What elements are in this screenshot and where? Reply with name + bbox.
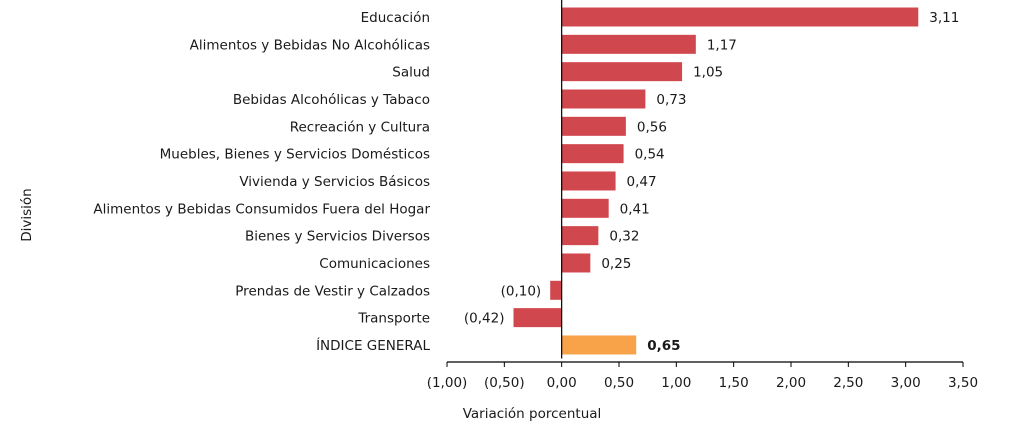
bar	[561, 198, 609, 218]
data-label: 0,65	[647, 338, 680, 354]
category-label: Recreación y Cultura	[290, 119, 430, 135]
data-label: (0,10)	[501, 283, 542, 299]
data-label: 0,56	[637, 119, 667, 135]
data-label: (0,42)	[464, 311, 505, 327]
category-label: Transporte	[357, 311, 430, 327]
value-labels: 3,11 1,17 1,05 0,73 0,56 0,54 0,47 0,41 0,32 0,25…	[464, 10, 959, 354]
y-axis-title: División	[19, 188, 35, 242]
category-label: Prendas de Vestir y Calzados	[235, 283, 430, 299]
data-label: 0,73	[656, 92, 686, 108]
x-tick-label: (0,50)	[484, 375, 525, 391]
x-tick-label: 2,00	[776, 375, 806, 391]
data-label: 0,25	[601, 256, 631, 272]
x-tick-label: 0,50	[604, 375, 634, 391]
category-label: Bebidas Alcohólicas y Tabaco	[233, 92, 430, 108]
data-label: 0,47	[627, 174, 657, 190]
category-label: Comunicaciones	[319, 256, 430, 272]
bar	[561, 62, 683, 82]
bar	[561, 89, 646, 109]
data-label: 0,54	[635, 147, 665, 163]
x-tick-label: 2,50	[833, 375, 863, 391]
bar	[561, 226, 599, 246]
x-tick-label: 3,50	[948, 375, 978, 391]
data-label: 0,41	[620, 201, 650, 217]
bar	[561, 253, 591, 273]
category-label: Educación	[361, 10, 430, 26]
category-label: Salud	[392, 65, 430, 81]
bar	[561, 34, 696, 54]
bar	[513, 308, 562, 328]
bar	[561, 7, 919, 27]
category-label: Vivienda y Servicios Básicos	[239, 174, 430, 190]
category-label: Muebles, Bienes y Servicios Domésticos	[160, 147, 430, 163]
bar	[561, 335, 637, 355]
data-label: 3,11	[929, 10, 959, 26]
x-tick-label: 1,00	[661, 375, 691, 391]
x-tick-label: 3,00	[891, 375, 921, 391]
bars-group	[513, 7, 919, 355]
category-label: Bienes y Servicios Diversos	[245, 229, 430, 245]
data-label: 1,05	[693, 65, 723, 81]
x-axis: (1,00) (0,50) 0,00 0,50 1,00 1,50 2,00 2,50 3,00…	[427, 0, 978, 391]
bar	[550, 280, 562, 300]
x-axis-title: Variación porcentual	[463, 406, 602, 422]
bar	[561, 116, 626, 136]
bar	[561, 171, 616, 191]
category-labels: Educación Alimentos y Bebidas No Alcohóli…	[93, 10, 430, 354]
data-label: 1,17	[707, 37, 737, 53]
data-label: 0,32	[609, 229, 639, 245]
x-tick-label: 1,50	[719, 375, 749, 391]
x-tick-label: (1,00)	[427, 375, 468, 391]
category-label: Alimentos y Bebidas Consumidos Fuera del…	[93, 201, 430, 217]
category-label: Alimentos y Bebidas No Alcohólicas	[190, 37, 430, 53]
bar	[561, 144, 624, 164]
category-label: ÍNDICE GENERAL	[316, 337, 430, 354]
x-tick-label: 0,00	[547, 375, 577, 391]
